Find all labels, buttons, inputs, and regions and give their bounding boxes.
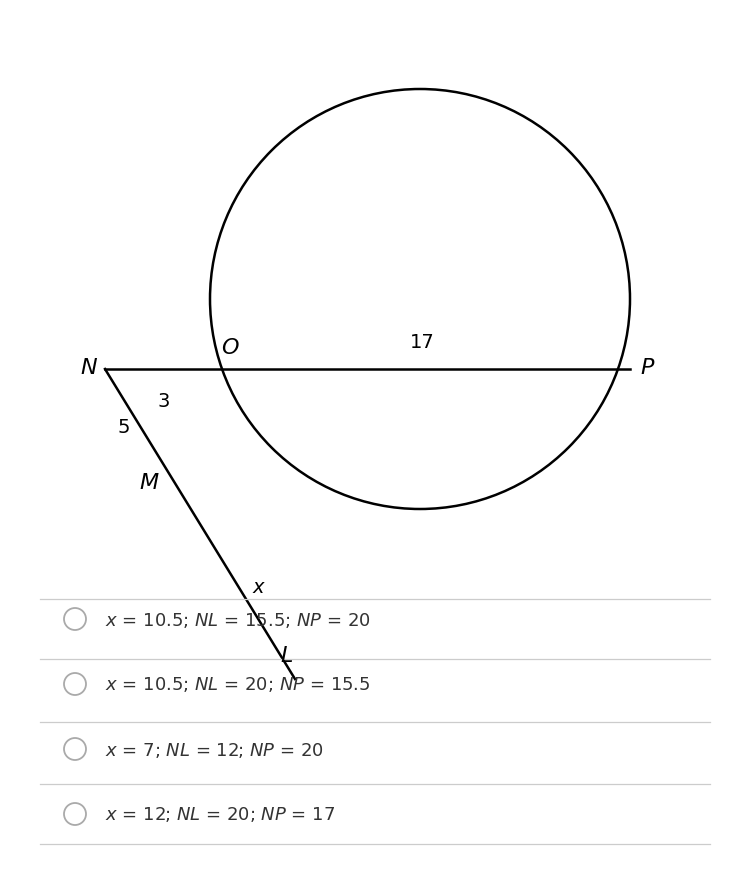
Text: 17: 17 xyxy=(410,333,435,352)
Text: O: O xyxy=(221,338,238,357)
Text: P: P xyxy=(640,357,653,377)
Text: 3: 3 xyxy=(158,392,170,410)
Text: $\mathit{x}$ = 12; $\mathit{NL}$ = 20; $\mathit{NP}$ = 17: $\mathit{x}$ = 12; $\mathit{NL}$ = 20; $… xyxy=(105,805,335,824)
Text: M: M xyxy=(140,473,159,493)
Text: N: N xyxy=(80,357,97,377)
Text: $\mathit{x}$ = 10.5; $\mathit{NL}$ = 15.5; $\mathit{NP}$ = 20: $\mathit{x}$ = 10.5; $\mathit{NL}$ = 15.… xyxy=(105,610,370,629)
Text: $\mathit{x}$ = 10.5; $\mathit{NL}$ = 20; $\mathit{NP}$ = 15.5: $\mathit{x}$ = 10.5; $\mathit{NL}$ = 20;… xyxy=(105,674,370,693)
Text: L: L xyxy=(280,646,293,666)
Text: 5: 5 xyxy=(118,417,130,436)
Text: x: x xyxy=(253,577,265,596)
Text: $\mathit{x}$ = 7; $\mathit{NL}$ = 12; $\mathit{NP}$ = 20: $\mathit{x}$ = 7; $\mathit{NL}$ = 12; $\… xyxy=(105,740,324,759)
